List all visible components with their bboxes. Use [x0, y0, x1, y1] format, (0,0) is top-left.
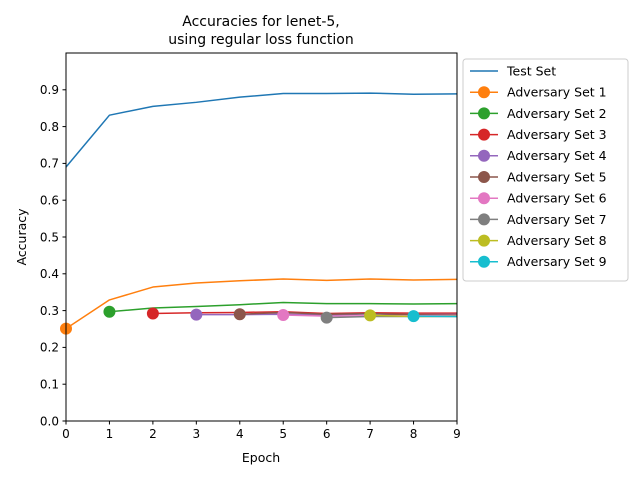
legend-marker-swatch — [478, 107, 490, 120]
legend-label: Adversary Set 9 — [507, 254, 607, 269]
y-tick-label: 0.3 — [40, 304, 59, 318]
legend-marker-swatch — [478, 128, 490, 141]
legend-entry-10: Adversary Set 9 — [470, 254, 607, 269]
series-marker-5 — [190, 308, 203, 321]
legend-marker-swatch — [478, 255, 490, 268]
legend-entry-7: Adversary Set 6 — [470, 191, 607, 206]
series-line-1 — [66, 92, 457, 169]
x-tick-label: 4 — [236, 427, 244, 441]
x-tick-label: 7 — [366, 427, 374, 441]
legend-marker-swatch — [478, 234, 490, 247]
x-axis-label: Epoch — [242, 450, 280, 465]
y-tick-label: 0.6 — [40, 194, 59, 208]
y-tick-label: 0.1 — [40, 378, 59, 392]
series-marker-6 — [233, 308, 246, 321]
y-axis-ticks: 0.0 0.1 0.2 0.3 0.4 0.5 0.6 0.7 0.8 0.9 — [40, 83, 66, 428]
legend-entry-8: Adversary Set 7 — [470, 212, 607, 227]
legend-marker-swatch — [478, 149, 490, 162]
x-tick-label: 6 — [323, 427, 331, 441]
series-marker-4 — [146, 307, 159, 320]
chart-title-line-1: Accuracies for lenet-5, — [182, 14, 339, 30]
series-layer — [66, 92, 457, 330]
y-tick-label: 0.9 — [40, 83, 59, 97]
series-marker-8 — [320, 311, 333, 324]
x-tick-label: 9 — [453, 427, 461, 441]
x-tick-label: 2 — [149, 427, 157, 441]
legend-entry-2: Adversary Set 1 — [470, 85, 607, 100]
y-axis-label: Accuracy — [14, 208, 29, 266]
legend-marker-swatch — [478, 192, 490, 205]
legend-label: Adversary Set 2 — [507, 106, 607, 121]
legend-entry-1: Test Set — [470, 63, 556, 78]
chart-title-line-2: using regular loss function — [168, 32, 353, 48]
y-tick-label: 0.0 — [40, 414, 59, 428]
x-tick-label: 1 — [106, 427, 114, 441]
legend-marker-swatch — [478, 171, 490, 183]
x-axis-ticks: 0 1 2 3 4 5 6 7 8 9 — [62, 421, 461, 441]
x-tick-label: 3 — [193, 427, 201, 441]
series-marker-10 — [407, 310, 420, 323]
legend-entry-5: Adversary Set 4 — [470, 148, 607, 163]
series-line-6 — [238, 311, 457, 316]
y-tick-label: 0.2 — [40, 341, 59, 355]
x-tick-label: 5 — [279, 427, 287, 441]
y-tick-label: 0.8 — [40, 120, 59, 134]
legend-box — [462, 58, 629, 282]
x-tick-label: 0 — [62, 427, 70, 441]
legend-label: Adversary Set 6 — [507, 191, 607, 206]
legend-entry-3: Adversary Set 2 — [470, 106, 607, 121]
x-tick-label: 8 — [410, 427, 418, 441]
y-tick-label: 0.5 — [40, 230, 59, 244]
series-line-2 — [66, 278, 457, 330]
legend-entry-6: Adversary Set 5 — [470, 169, 607, 184]
legend: Test Set Adversary Set 1 Adversary Set 2 Ad… — [462, 58, 629, 282]
legend-label: Adversary Set 5 — [507, 169, 607, 184]
legend-marker-swatch — [478, 213, 490, 226]
legend-label: Adversary Set 8 — [507, 233, 607, 248]
legend-entry-9: Adversary Set 8 — [470, 233, 607, 248]
series-marker-3 — [103, 305, 116, 318]
y-tick-label: 0.7 — [40, 157, 59, 171]
series-marker-7 — [277, 309, 290, 322]
legend-label: Adversary Set 3 — [507, 127, 607, 142]
plot-area — [60, 52, 458, 422]
y-tick-label: 0.4 — [40, 267, 59, 281]
series-line-3 — [108, 301, 457, 313]
legend-label: Adversary Set 1 — [507, 85, 607, 100]
legend-marker-swatch — [478, 86, 490, 99]
series-marker-9 — [364, 309, 377, 322]
legend-label: Test Set — [506, 63, 556, 78]
legend-label: Adversary Set 7 — [507, 212, 607, 227]
legend-entry-4: Adversary Set 3 — [470, 127, 607, 142]
legend-label: Adversary Set 4 — [507, 148, 607, 163]
